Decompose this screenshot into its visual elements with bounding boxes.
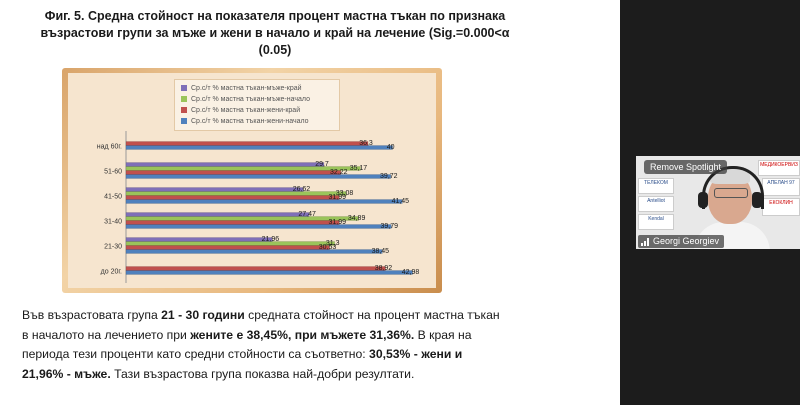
body-bold-1: 21 - 30 години	[161, 308, 245, 322]
bar-value-label: 31,99	[329, 194, 347, 201]
legend-entry: Ср.с/т % мастна тъкан-жени-начало	[181, 116, 309, 127]
bar	[125, 170, 342, 175]
sponsor-logo: АПЕЛАН 97	[762, 178, 800, 196]
participant-name: Georgi Georgiev	[653, 236, 720, 246]
bar-value-label: 39,72	[380, 173, 398, 180]
sponsor-logo: Kendal	[638, 214, 674, 230]
bar-value-label: 31,99	[329, 219, 347, 226]
bar	[125, 266, 386, 271]
category-tick-label: до 20г.	[101, 269, 122, 276]
bar-value-label: 41,45	[392, 198, 410, 205]
sponsor-logo: МЕДИКОЕРВИЗ	[758, 160, 800, 176]
bar-value-label: 35,17	[350, 165, 368, 172]
body-text-1: Във възрастовата група	[22, 308, 162, 322]
bar-value-label: 38,45	[372, 248, 390, 255]
bar	[125, 216, 359, 221]
bar	[125, 166, 361, 171]
sponsor-logo: ТЕЛЕКОМ	[638, 178, 674, 194]
category-tick-label: над 60г.	[97, 144, 122, 151]
legend-swatch	[181, 96, 187, 103]
body-text-4: Тази възрастова група показва най-добри …	[110, 366, 415, 381]
participant-video-tile[interactable]: ТЕЛЕКОМ Antelliot Kendal МЕДИКОЕРВИЗ АПЕ…	[636, 156, 800, 249]
participant-name-tag: Georgi Georgiev	[638, 235, 725, 248]
bar	[125, 241, 335, 246]
headset	[702, 166, 764, 209]
bar-value-label: 36,3	[359, 140, 373, 147]
bar-value-label: 42,98	[402, 269, 420, 276]
bar	[125, 224, 392, 229]
bar	[125, 162, 325, 167]
chart-legend: Ср.с/т % мастна тъкан-мъже-край Ср.с/т % …	[174, 79, 340, 131]
bar	[125, 245, 330, 250]
category-tick-label: 41-50	[104, 194, 122, 201]
bar	[125, 237, 273, 242]
bar	[125, 187, 304, 192]
legend-entry: Ср.с/т % мастна тъкан-мъже-начало	[181, 94, 310, 105]
bar	[125, 141, 369, 146]
bar	[125, 270, 413, 275]
body-bold-3: 30,53% - жени и 21,96% - мъже.	[22, 347, 463, 381]
bar	[125, 195, 340, 200]
body-bold-2: жените е 38,45%, при мъжете 31,36%.	[190, 327, 415, 342]
chart-plot-area: Ср.с/т % мастна тъкан-мъже-край Ср.с/т % …	[68, 73, 436, 288]
body-text-2: средната стойност на процент мастна тъка…	[22, 308, 500, 342]
body-text-3: В края на периода тези проценти като сре…	[22, 327, 472, 362]
bar-value-label: 30,53	[319, 244, 337, 251]
bar-value-label: 34,89	[348, 215, 366, 222]
bar-value-label: 31,3	[326, 240, 340, 247]
bar-value-label: 40	[387, 144, 395, 151]
bar	[125, 191, 347, 196]
connection-signal-icon	[641, 237, 649, 246]
sponsor-logo: ЕКОКЛИН	[762, 198, 800, 216]
sponsor-logo: Antelliot	[638, 196, 674, 212]
legend-label: Ср.с/т % мастна тъкан-жени-начало	[191, 118, 309, 125]
remove-spotlight-button[interactable]: Remove Spotlight	[644, 160, 728, 174]
bar-value-label: 21,96	[262, 236, 280, 243]
bar	[125, 212, 310, 217]
shared-slide: Фиг. 5. Средна стойност на показателя пр…	[0, 0, 620, 405]
bar	[125, 199, 403, 204]
legend-label: Ср.с/т % мастна тъкан-мъже-начало	[191, 96, 310, 103]
category-tick-label: 31-40	[104, 219, 122, 226]
legend-swatch	[181, 107, 187, 114]
bar-chart: Ср.с/т % мастна тъкан-мъже-край Ср.с/т % …	[62, 68, 442, 293]
bar-value-label: 33,08	[336, 190, 354, 197]
legend-entry: Ср.с/т % мастна тъкан-жени-край	[181, 105, 300, 116]
legend-label: Ср.с/т % мастна тъкан-мъже-край	[191, 85, 302, 92]
legend-swatch	[181, 118, 187, 125]
legend-swatch	[181, 85, 187, 92]
bar	[125, 145, 393, 150]
bar-value-label: 26,62	[293, 186, 311, 193]
legend-entry: Ср.с/т % мастна тъкан-мъже-край	[181, 83, 302, 94]
headset-ear-right	[752, 192, 762, 208]
bar-value-label: 27,47	[298, 211, 316, 218]
bar-value-label: 29,7	[315, 161, 329, 168]
bar-value-label: 32,22	[330, 169, 348, 176]
bar-value-label: 39,79	[381, 223, 399, 230]
category-tick-label: 51-60	[104, 169, 122, 176]
legend-label: Ср.с/т % мастна тъкан-жени-край	[191, 107, 301, 114]
bar	[125, 220, 340, 225]
slide-title: Фиг. 5. Средна стойност на показателя пр…	[40, 9, 510, 57]
category-tick-label: 21-30	[104, 244, 122, 251]
headset-ear-left	[698, 192, 708, 208]
bar	[125, 249, 383, 254]
bar-value-label: 38,92	[375, 265, 393, 272]
slide-body-text: Във възрастовата група 21 - 30 години ср…	[22, 306, 502, 384]
bar	[125, 174, 391, 179]
